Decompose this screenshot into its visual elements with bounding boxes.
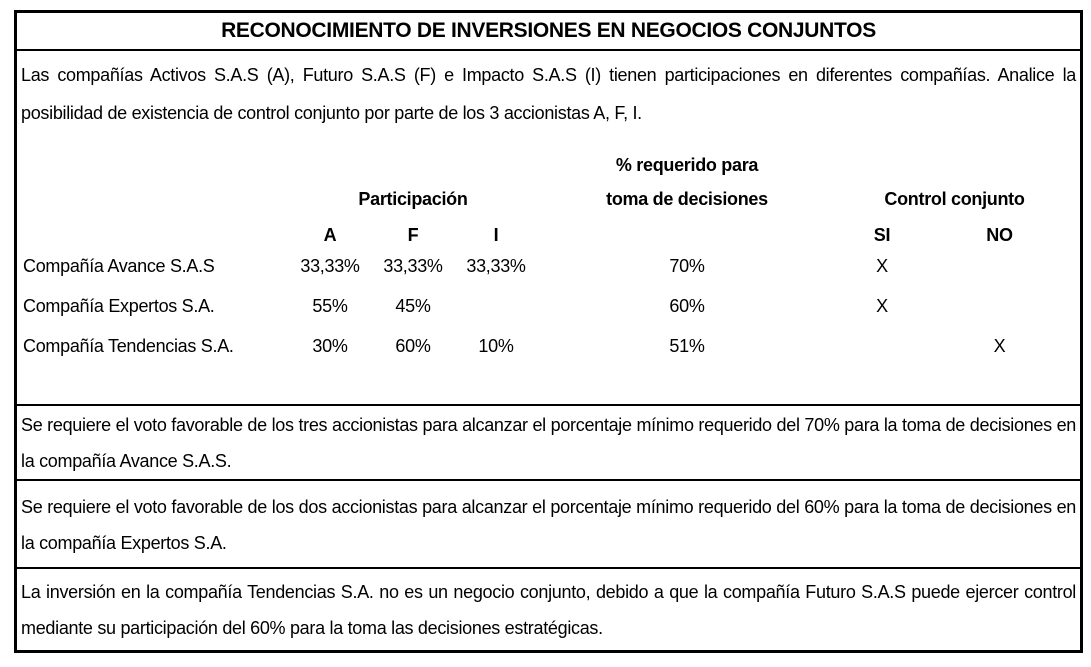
header-participacion: Participación [358,189,468,209]
header-col-no: NO [986,225,1013,245]
row-participation-i: 33,33% [466,255,526,276]
header-col-i: I [493,225,499,245]
row-participation-i: 10% [478,335,514,356]
row-participation-a: 30% [312,335,348,356]
row-control-si-mark: X [876,255,888,276]
row-company-name: Compañía Tendencias S.A. [23,335,234,356]
header-control-conjunto: Control conjunto [884,189,1025,209]
intro-text: Las compañías Activos S.A.S (A), Futuro … [21,65,1076,123]
document-frame: RECONOCIMIENTO DE INVERSIONES EN NEGOCIO… [14,10,1083,653]
row-control-si-mark [837,326,927,366]
row-control-no-mark [927,246,1072,286]
row-control-no-mark: X [993,335,1006,356]
row-participation-f: 33,33% [383,255,443,276]
row-company-name: Compañía Avance S.A.S [23,255,215,276]
row-control-no-mark [927,286,1072,326]
row-required-pct: 70% [669,255,705,276]
row-participation-f: 45% [395,295,431,316]
row-participation-a: 55% [312,295,348,316]
header-col-si: SI [873,225,891,245]
header-requerido-line2: toma de decisiones [606,189,768,209]
row-required-pct: 60% [669,295,705,316]
row-participation-i [455,286,537,326]
row-participation-f: 60% [395,335,431,356]
note-expertos: Se requiere el voto favorable de los dos… [17,481,1080,569]
note-tendencias: La inversión en la compañía Tendencias S… [21,582,1076,638]
row-control-si-mark: X [876,295,888,316]
note-avance: Se requiere el voto favorable de los tre… [17,406,1080,481]
participation-table: % requerido para Participación toma de d… [21,144,1076,366]
header-col-f: F [407,225,419,245]
main-section: Las compañías Activos S.A.S (A), Futuro … [17,51,1080,406]
row-participation-a: 33,33% [300,255,360,276]
document-title: RECONOCIMIENTO DE INVERSIONES EN NEGOCIO… [17,13,1080,51]
header-requerido-line1: % requerido para [615,155,759,175]
header-col-a: A [323,225,337,245]
row-company-name: Compañía Expertos S.A. [23,295,215,316]
row-required-pct: 51% [669,335,705,356]
